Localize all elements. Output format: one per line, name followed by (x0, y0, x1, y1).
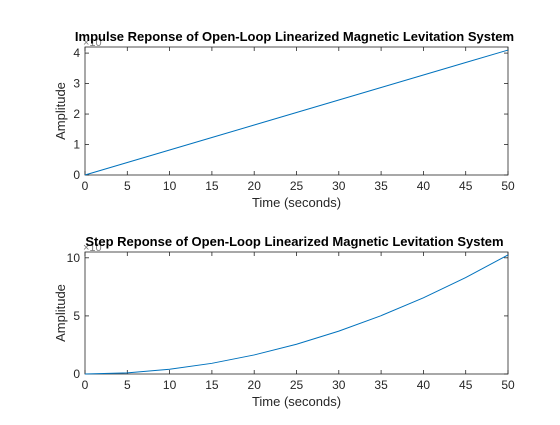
step-x-tick-label: 40 (417, 378, 431, 392)
step-x-tick-label: 50 (501, 378, 515, 392)
step-x-tick-label: 45 (459, 378, 473, 392)
step-x-tick-label: 35 (374, 378, 388, 392)
step-x-tick-label: 25 (290, 378, 304, 392)
impulse-x-tick-label: 35 (374, 179, 388, 193)
impulse-response-line (84, 49, 509, 176)
impulse-x-tick-label: 40 (417, 179, 431, 193)
impulse-x-tick-label: 25 (290, 179, 304, 193)
step-x-tick-label: 0 (82, 378, 89, 392)
impulse-x-tick-label: 50 (501, 179, 515, 193)
step-y-tick-label: 0 (73, 367, 80, 381)
impulse-x-tick-label: 10 (163, 179, 177, 193)
impulse-x-tick-label: 0 (82, 179, 89, 193)
impulse-chart-title: Impulse Reponse of Open-Loop Linearized … (75, 29, 514, 44)
impulse-y-tick-label: 3 (73, 77, 80, 91)
step-x-tick-label: 5 (124, 378, 131, 392)
impulse-x-tick-label: 20 (248, 179, 262, 193)
impulse-x-tick-label: 30 (332, 179, 346, 193)
step-x-tick-label: 15 (205, 378, 219, 392)
step-y-tick-label: 5 (73, 309, 80, 323)
impulse-x-axis-label: Time (seconds) (252, 195, 341, 210)
step-x-axis-label: Time (seconds) (252, 394, 341, 409)
impulse-x-tick-label: 45 (459, 179, 473, 193)
step-x-tick-label: 10 (163, 378, 177, 392)
step-plot-area (84, 251, 509, 375)
step-x-tick-label: 20 (248, 378, 262, 392)
step-y-exponent-label: ×10 (83, 242, 102, 254)
step-y-axis-label: Amplitude (53, 284, 68, 342)
step-response-line (84, 254, 509, 375)
impulse-x-tick-label: 15 (205, 179, 219, 193)
step-x-tick-label: 30 (332, 378, 346, 392)
impulse-x-tick-label: 5 (124, 179, 131, 193)
step-chart-title: Step Reponse of Open-Loop Linearized Mag… (85, 234, 503, 249)
impulse-y-tick-label: 4 (73, 46, 80, 60)
step-y-tick-label: 10 (67, 251, 81, 265)
impulse-y-axis-label: Amplitude (53, 82, 68, 140)
impulse-y-exponent-label: ×10 (83, 37, 102, 49)
impulse-y-tick-label: 0 (73, 168, 80, 182)
impulse-y-tick-label: 1 (73, 138, 80, 152)
impulse-y-tick-label: 2 (73, 107, 80, 121)
